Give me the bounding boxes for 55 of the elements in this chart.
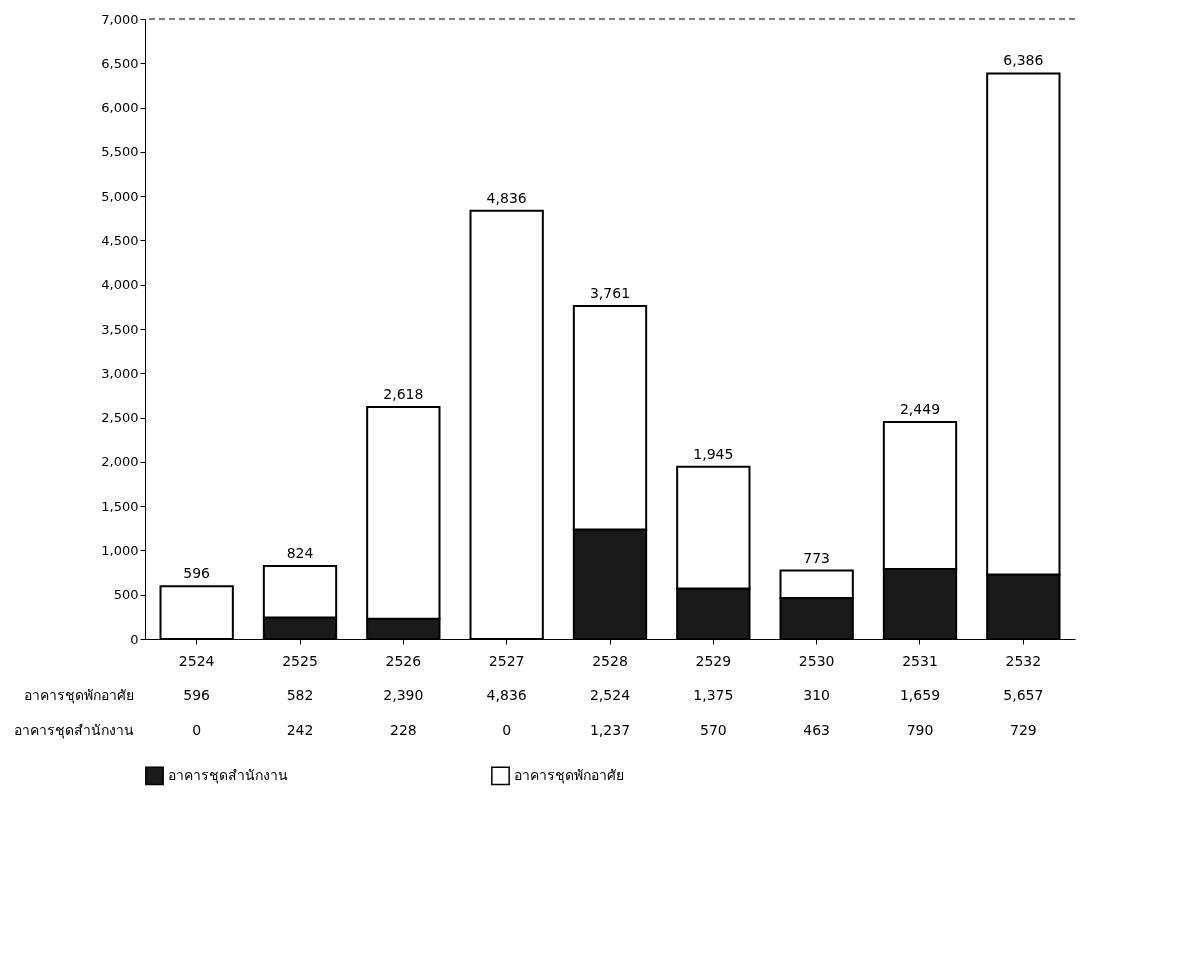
data-label: 582 bbox=[286, 686, 314, 703]
y-tick-label: 2,500 bbox=[101, 410, 139, 426]
data-label: 2,524 bbox=[589, 686, 631, 703]
y-tick-label: 3,000 bbox=[101, 365, 139, 381]
data-label: 570 bbox=[699, 721, 727, 738]
y-tick-label: 6,000 bbox=[101, 100, 139, 116]
data-label: 1,375 bbox=[693, 686, 734, 703]
data-label: 242 bbox=[286, 721, 314, 738]
data-label: 228 bbox=[389, 721, 417, 738]
x-tick-label: 2529 bbox=[695, 652, 732, 669]
y-tick-label: 7,000 bbox=[101, 11, 139, 27]
data-label: 729 bbox=[1009, 721, 1037, 738]
y-tick-label: 4,000 bbox=[101, 277, 139, 293]
data-label: 2,390 bbox=[383, 686, 424, 703]
data-label: 1,237 bbox=[589, 721, 631, 738]
data-label: 5,657 bbox=[1003, 686, 1044, 703]
y-tick-label: 4,500 bbox=[101, 232, 139, 248]
total-label: 773 bbox=[803, 549, 831, 566]
x-tick-label: 2524 bbox=[178, 652, 215, 669]
total-label: 1,945 bbox=[693, 445, 734, 462]
total-label: 3,761 bbox=[589, 284, 631, 301]
x-tick-label: 2525 bbox=[282, 652, 318, 669]
x-tick-label: 2528 bbox=[592, 652, 628, 669]
x-tick-label: 2531 bbox=[902, 652, 938, 669]
legend-label: อาคารชุดพักอาศัย bbox=[514, 766, 624, 784]
x-tick-label: 2530 bbox=[798, 652, 835, 669]
y-tick-label: 1,000 bbox=[101, 542, 139, 558]
data-label: 0 bbox=[502, 721, 512, 738]
y-tick-label: 500 bbox=[113, 587, 139, 603]
data-label: 1,659 bbox=[899, 686, 941, 703]
total-label: 824 bbox=[286, 545, 314, 562]
total-label: 4,836 bbox=[486, 189, 527, 206]
y-tick-label: 6,500 bbox=[101, 55, 139, 71]
data-label: 310 bbox=[803, 686, 831, 703]
x-tick-label: 2532 bbox=[1005, 652, 1042, 669]
data-label: 790 bbox=[906, 721, 934, 738]
data-label: 0 bbox=[192, 721, 202, 738]
y-tick-label: 5,000 bbox=[101, 188, 139, 204]
y-tick-label: 3,500 bbox=[101, 321, 139, 337]
legend-label: อาคารชุดสำนักงาน bbox=[168, 766, 288, 784]
text: อาคารชุดสำนักงาน bbox=[13, 722, 134, 738]
y-tick-label: 0 bbox=[130, 631, 139, 647]
total-label: 596 bbox=[183, 565, 211, 582]
x-tick-label: 2527 bbox=[488, 652, 525, 669]
y-tick-label: 1,500 bbox=[101, 498, 139, 514]
y-tick-label: 5,500 bbox=[101, 144, 139, 160]
data-label: 463 bbox=[803, 721, 831, 738]
x-tick-label: 2526 bbox=[385, 652, 422, 669]
total-label: 2,618 bbox=[383, 386, 424, 403]
data-label: 596 bbox=[183, 686, 211, 703]
text: อาคารชุดพักอาศัย bbox=[23, 687, 134, 703]
total-label: 6,386 bbox=[1003, 52, 1044, 69]
total-label: 2,449 bbox=[899, 401, 941, 418]
y-tick-label: 2,000 bbox=[101, 454, 139, 470]
data-label: 4,836 bbox=[486, 686, 527, 703]
